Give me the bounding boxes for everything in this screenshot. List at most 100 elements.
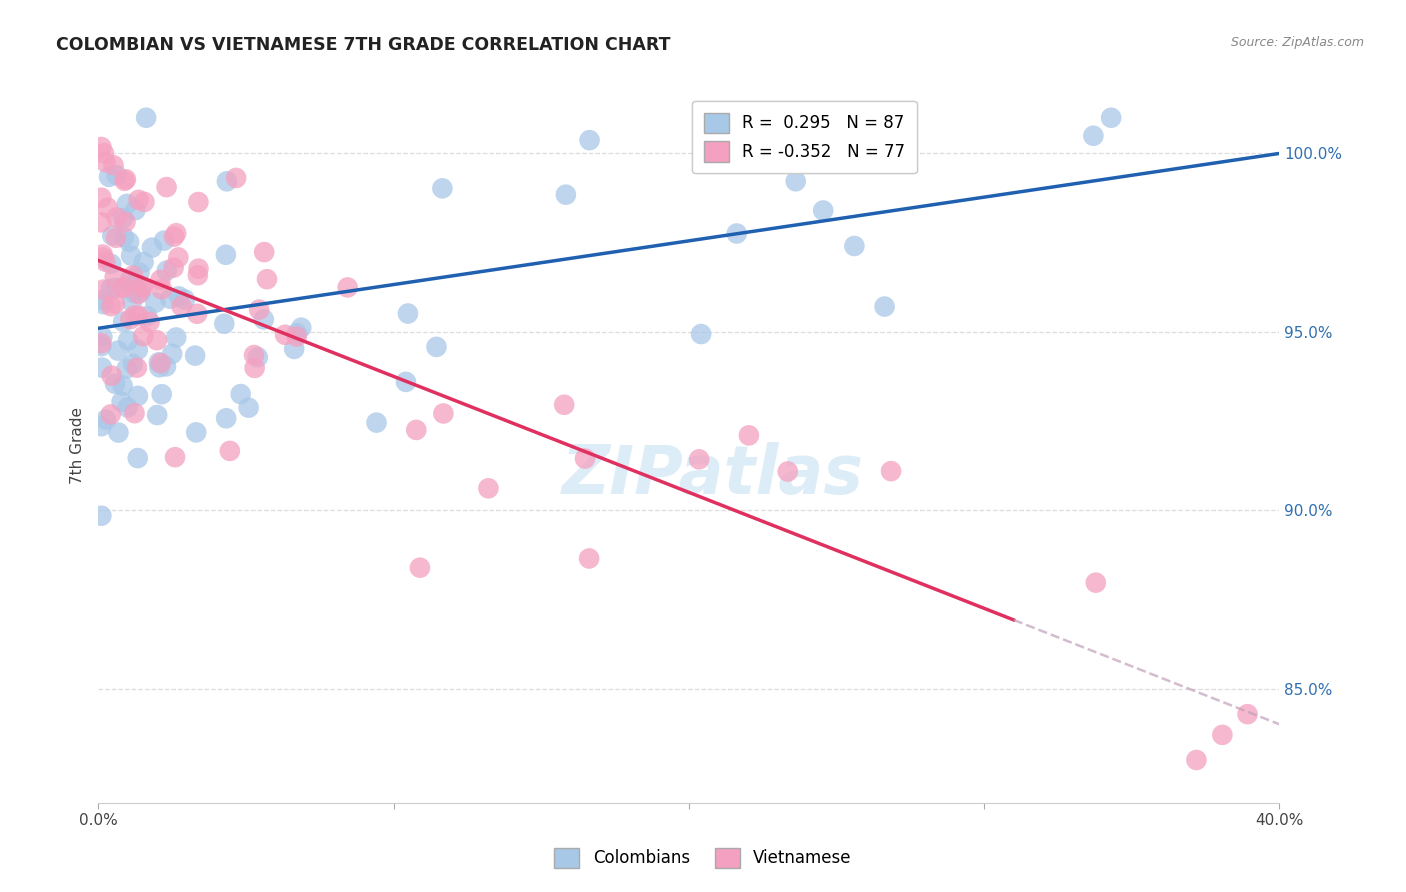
Point: [143, 295, 166, 310]
Point: [218, 444, 240, 458]
Point: [138, 315, 160, 329]
Point: [1185, 753, 1208, 767]
Point: [187, 268, 209, 283]
Point: [149, 273, 172, 287]
Point: [785, 174, 807, 188]
Point: [111, 211, 134, 226]
Point: [409, 560, 432, 574]
Point: [117, 401, 139, 415]
Point: [131, 281, 153, 295]
Point: [120, 272, 142, 286]
Point: [149, 356, 172, 370]
Point: [1236, 707, 1258, 722]
Point: [91, 251, 114, 265]
Point: [283, 342, 305, 356]
Point: [120, 312, 142, 326]
Point: [165, 330, 187, 344]
Point: [165, 450, 187, 465]
Point: [125, 360, 148, 375]
Point: [115, 197, 138, 211]
Point: [1099, 111, 1122, 125]
Point: [238, 401, 260, 415]
Point: [93, 297, 115, 311]
Point: [229, 387, 252, 401]
Point: [134, 194, 156, 209]
Point: [124, 308, 146, 322]
Text: Source: ZipAtlas.com: Source: ZipAtlas.com: [1230, 36, 1364, 49]
Point: [243, 360, 266, 375]
Point: [105, 168, 128, 182]
Point: [115, 172, 138, 186]
Point: [215, 248, 238, 262]
Point: [225, 170, 247, 185]
Point: [395, 375, 418, 389]
Point: [186, 425, 208, 440]
Point: [104, 281, 127, 295]
Point: [574, 451, 596, 466]
Point: [159, 292, 181, 306]
Point: [101, 228, 124, 243]
Point: [105, 231, 128, 245]
Point: [290, 320, 312, 334]
Point: [285, 326, 308, 341]
Point: [1083, 128, 1105, 143]
Point: [100, 282, 122, 296]
Point: [94, 155, 117, 169]
Point: [100, 408, 122, 422]
Point: [153, 234, 176, 248]
Point: [114, 174, 136, 188]
Point: [170, 299, 193, 313]
Point: [124, 286, 146, 301]
Point: [823, 137, 845, 152]
Point: [710, 111, 733, 125]
Point: [150, 387, 173, 401]
Text: ZIPatlas: ZIPatlas: [561, 442, 863, 508]
Point: [122, 357, 145, 371]
Point: [844, 239, 866, 253]
Legend: R =  0.295   N = 87, R = -0.352   N = 77: R = 0.295 N = 87, R = -0.352 N = 77: [692, 101, 917, 173]
Point: [146, 408, 169, 422]
Point: [167, 289, 190, 303]
Point: [91, 293, 114, 307]
Point: [124, 280, 146, 294]
Point: [174, 293, 197, 307]
Legend: Colombians, Vietnamese: Colombians, Vietnamese: [548, 841, 858, 875]
Point: [112, 230, 135, 244]
Point: [148, 355, 170, 369]
Point: [91, 330, 114, 344]
Point: [112, 315, 135, 329]
Point: [91, 283, 114, 297]
Point: [425, 340, 447, 354]
Point: [104, 269, 127, 284]
Point: [247, 302, 270, 317]
Point: [117, 334, 139, 348]
Point: [285, 329, 308, 343]
Point: [115, 361, 138, 376]
Point: [90, 215, 112, 229]
Point: [100, 257, 122, 271]
Point: [186, 307, 208, 321]
Point: [124, 203, 146, 218]
Point: [128, 193, 150, 207]
Point: [554, 187, 576, 202]
Point: [98, 169, 121, 184]
Point: [100, 299, 122, 313]
Point: [90, 140, 112, 154]
Point: [336, 280, 359, 294]
Point: [578, 551, 600, 566]
Point: [160, 347, 183, 361]
Point: [396, 306, 419, 320]
Point: [243, 348, 266, 362]
Point: [811, 203, 834, 218]
Point: [148, 360, 170, 375]
Point: [405, 423, 427, 437]
Point: [100, 368, 122, 383]
Point: [122, 268, 145, 283]
Point: [146, 333, 169, 347]
Point: [162, 260, 184, 275]
Point: [91, 360, 114, 375]
Point: [1211, 728, 1233, 742]
Point: [97, 201, 120, 215]
Point: [107, 425, 129, 440]
Point: [215, 174, 238, 188]
